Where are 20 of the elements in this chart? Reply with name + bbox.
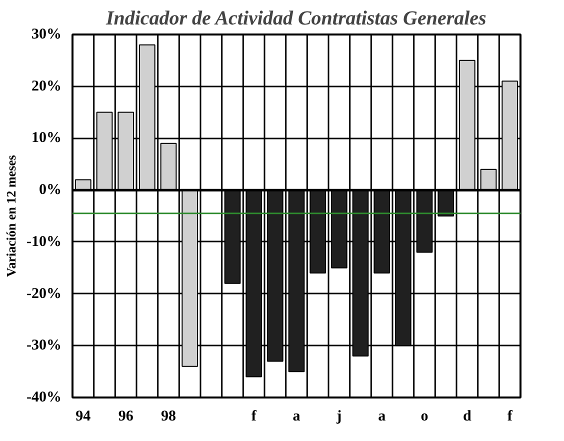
- y-tick-label: 10%: [32, 130, 62, 146]
- y-axis-title: Variación en 12 meses: [4, 155, 19, 277]
- y-tick-label: 0%: [39, 182, 62, 198]
- y-tick-label: 20%: [32, 78, 62, 94]
- x-tick-label: a: [292, 408, 301, 424]
- y-tick-label: 30%: [32, 26, 62, 42]
- y-tick-label: -30%: [26, 338, 62, 354]
- x-tick-label: a: [378, 408, 386, 424]
- x-tick-label: 94: [76, 408, 92, 424]
- x-tick-label: f: [251, 408, 258, 424]
- x-tick-label: j: [336, 408, 342, 424]
- x-tick-label: f: [507, 408, 514, 424]
- y-tick-label: -40%: [26, 390, 62, 406]
- y-tick-label: -20%: [26, 286, 62, 302]
- x-tick-label: 96: [118, 408, 134, 424]
- x-tick-label: o: [420, 408, 428, 424]
- chart-title: Indicador de Actividad Contratistas Generales: [104, 8, 487, 30]
- x-tick-label: 98: [161, 408, 176, 424]
- x-tick-label: d: [462, 408, 472, 424]
- y-tick-label: -10%: [26, 234, 62, 250]
